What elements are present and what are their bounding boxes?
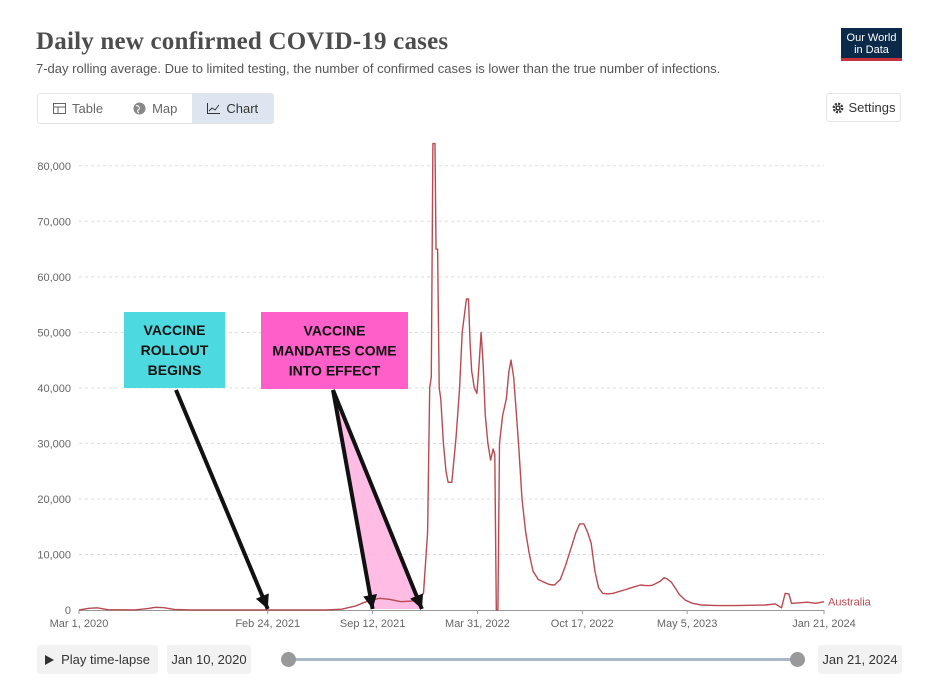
mandate-arrow-right-head [410, 593, 424, 609]
settings-label: Settings [848, 100, 896, 115]
play-icon [45, 654, 55, 665]
table-icon [53, 103, 66, 114]
y-tick-label: 50,000 [37, 327, 71, 339]
x-tick-label: Mar 1, 2020 [50, 618, 109, 630]
rollout-annotation [124, 312, 225, 388]
y-tick-label: 10,000 [37, 549, 71, 561]
timeline-start-handle[interactable] [281, 652, 296, 667]
mandate-annotation-text: MANDATES COME [272, 343, 396, 359]
rollout-annotation-text: BEGINS [148, 362, 202, 378]
logo-line1: Our World [846, 32, 897, 44]
play-label: Play time-lapse [61, 652, 150, 667]
chart-title: Daily new confirmed COVID-19 cases [36, 28, 449, 55]
y-tick-label: 20,000 [37, 494, 71, 506]
y-tick-label: 0 [65, 605, 71, 617]
y-tick-label: 60,000 [37, 272, 71, 284]
y-tick-label: 70,000 [37, 216, 71, 228]
timeline-end-handle[interactable] [790, 652, 805, 667]
mandate-arrow-right [331, 389, 424, 610]
line-chart: 0 10,000 20,000 30,000 40,000 50,000 60,000 70,… [37, 142, 872, 630]
mandate-arrow-left [331, 389, 375, 610]
series-label-australia: Australia [828, 597, 872, 609]
view-tabs: Table Map Chart [37, 93, 275, 124]
x-tick-label: May 5, 2023 [657, 618, 718, 630]
tab-map[interactable]: Map [118, 94, 192, 123]
tab-table-label: Table [72, 101, 104, 116]
x-tick-label: Mar 31, 2022 [445, 618, 510, 630]
x-tick-label: Feb 24, 2021 [235, 618, 300, 630]
rollout-arrow [174, 389, 270, 610]
end-date-button[interactable]: Jan 21, 2024 [818, 645, 902, 674]
logo-line2: in Data [854, 44, 889, 56]
timeline-slider-track[interactable] [288, 658, 798, 661]
x-tick-label: Jan 21, 2024 [792, 618, 856, 630]
tab-chart-label: Chart [226, 101, 259, 116]
mandate-annotation [261, 312, 408, 389]
gear-icon [832, 102, 843, 113]
rollout-annotation-text: VACCINE [144, 322, 206, 338]
chart-subtitle: 7-day rolling average. Due to limited te… [36, 61, 721, 76]
y-tick-label: 30,000 [37, 438, 71, 450]
settings-button[interactable]: Settings [826, 93, 901, 122]
tab-table[interactable]: Table [38, 94, 118, 123]
timeline-controls: Play time-lapse Jan 10, 2020 Jan 21, 202… [0, 645, 940, 675]
x-tick-label: Oct 17, 2022 [551, 618, 614, 630]
line-chart-icon [207, 103, 221, 114]
start-date-button[interactable]: Jan 10, 2020 [167, 645, 251, 674]
tab-chart[interactable]: Chart [192, 94, 274, 123]
tab-map-label: Map [152, 101, 178, 116]
rollout-arrow-head [255, 593, 269, 609]
y-tick-label: 80,000 [37, 161, 71, 173]
play-timelapse-button[interactable]: Play time-lapse [37, 645, 158, 674]
mandate-annotation-text: INTO EFFECT [289, 363, 381, 379]
mandate-annotation-text: VACCINE [304, 323, 366, 339]
globe-icon [133, 102, 146, 115]
y-tick-label: 40,000 [37, 383, 71, 395]
x-tick-label: Sep 12, 2021 [340, 618, 405, 630]
mandate-arrow-left-head [363, 593, 377, 609]
rollout-annotation-text: ROLLOUT [141, 342, 209, 358]
owid-logo[interactable]: Our World in Data [841, 28, 902, 61]
